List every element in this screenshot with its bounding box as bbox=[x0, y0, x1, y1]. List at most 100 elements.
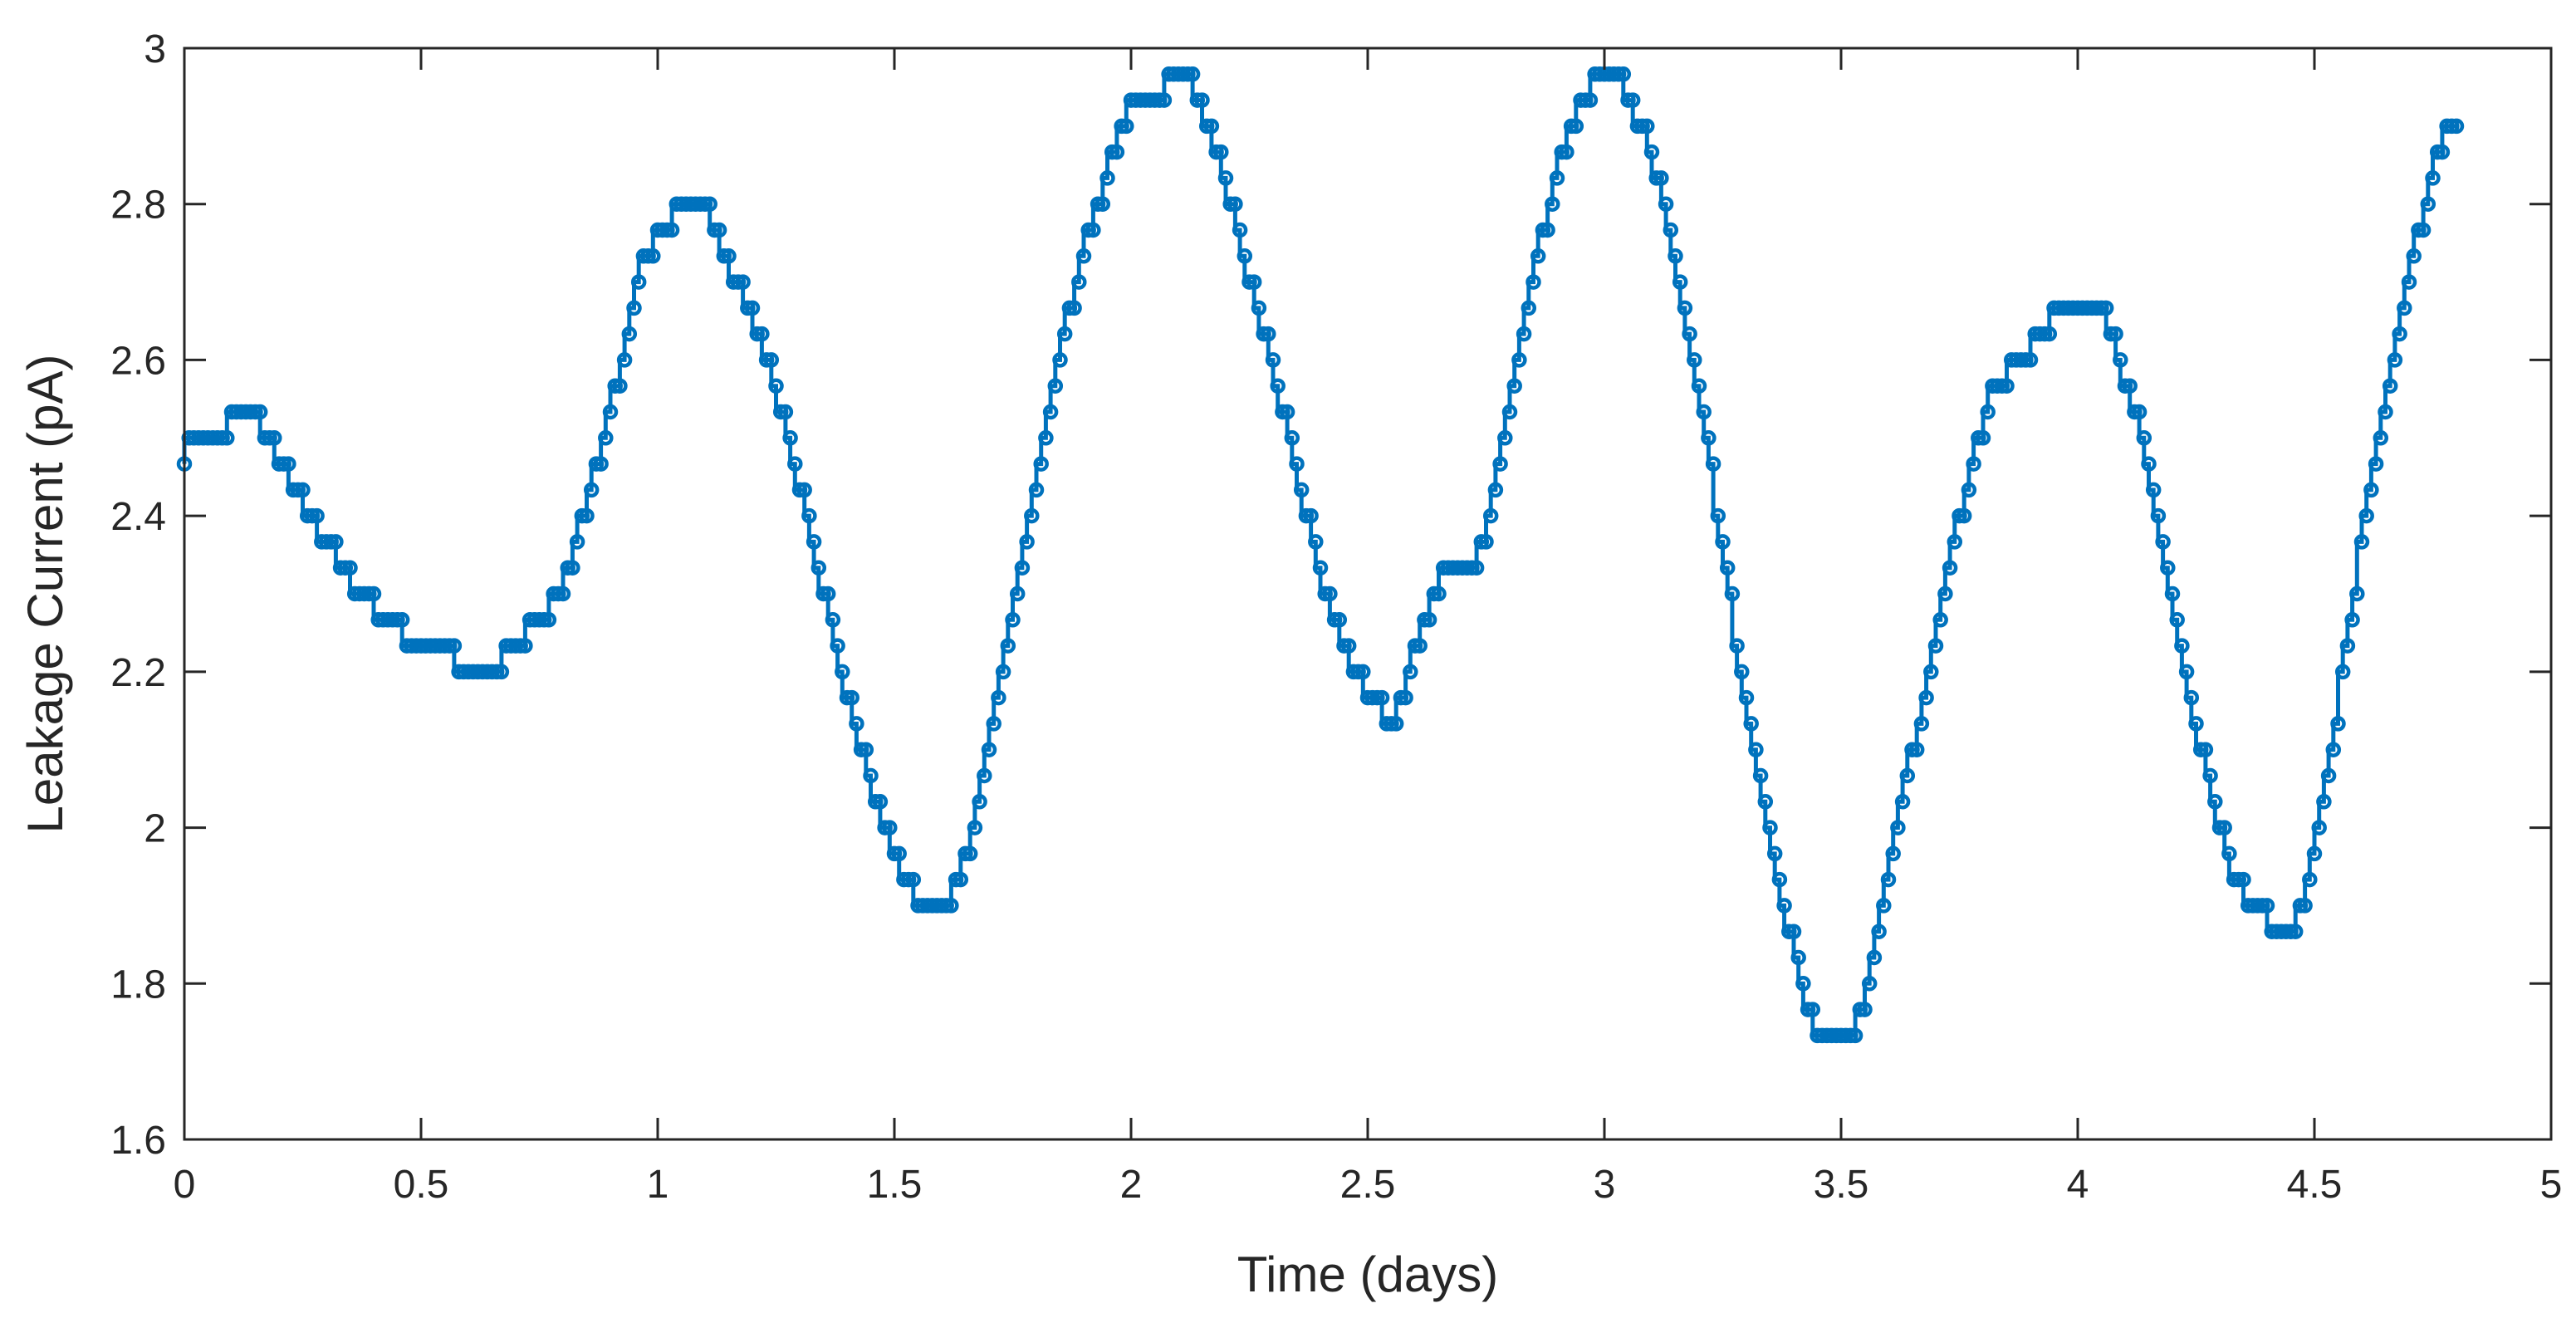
data-point-marker bbox=[1668, 248, 1683, 264]
data-point-marker bbox=[1691, 378, 1707, 394]
data-point-marker bbox=[1227, 196, 1243, 212]
data-point-marker bbox=[1885, 845, 1901, 862]
data-point-marker bbox=[782, 430, 798, 446]
data-point-marker bbox=[1757, 794, 1774, 810]
data-point-marker bbox=[1246, 274, 1262, 290]
data-point-marker bbox=[1526, 274, 1541, 290]
data-point-marker bbox=[1999, 378, 2015, 394]
data-point-marker bbox=[1289, 456, 1305, 472]
data-point-marker bbox=[621, 326, 638, 342]
data-point-marker bbox=[844, 689, 859, 706]
data-point-marker bbox=[972, 794, 987, 810]
data-point-marker bbox=[1000, 638, 1016, 654]
x-tick-label: 4 bbox=[2067, 1163, 2089, 1207]
data-point-marker bbox=[664, 222, 680, 238]
data-point-marker bbox=[1421, 612, 1437, 628]
data-point-marker bbox=[219, 430, 235, 446]
data-point-marker bbox=[1028, 482, 1045, 498]
data-point-marker bbox=[1085, 222, 1101, 238]
data-point-marker bbox=[1497, 430, 1513, 446]
data-point-marker bbox=[1478, 534, 1494, 550]
data-point-marker bbox=[1184, 66, 1201, 82]
y-tick-label: 2 bbox=[144, 807, 166, 851]
data-point-marker bbox=[1492, 456, 1508, 472]
data-point-marker bbox=[2178, 664, 2195, 680]
data-point-marker bbox=[342, 560, 358, 576]
data-point-marker bbox=[1871, 924, 1887, 939]
x-tick-label: 1 bbox=[647, 1163, 669, 1207]
data-point-marker bbox=[1119, 118, 1134, 135]
data-point-marker bbox=[1501, 404, 1518, 420]
data-point-marker bbox=[977, 767, 992, 784]
data-point-marker bbox=[2041, 326, 2058, 342]
data-point-marker bbox=[1890, 820, 1906, 835]
data-point-marker bbox=[1019, 534, 1035, 550]
data-point-marker bbox=[1795, 976, 1811, 992]
data-point-marker bbox=[1099, 170, 1115, 186]
data-point-marker bbox=[1374, 689, 1390, 706]
plot-background bbox=[184, 48, 2551, 1139]
data-point-marker bbox=[1805, 1002, 1821, 1017]
data-point-marker bbox=[2392, 326, 2407, 342]
data-point-marker bbox=[863, 767, 879, 784]
data-point-marker bbox=[1734, 664, 1750, 680]
data-point-marker bbox=[365, 586, 382, 602]
x-tick-label: 3 bbox=[1594, 1163, 1616, 1207]
data-point-marker bbox=[1582, 92, 1599, 108]
data-point-marker bbox=[541, 612, 557, 628]
x-tick-label: 2 bbox=[1120, 1163, 1143, 1207]
data-point-marker bbox=[1663, 222, 1679, 238]
y-axis: 1.6 1.8 2 2.2 2.4 2.6 2.8 3 bbox=[110, 27, 2551, 1163]
data-point-marker bbox=[583, 482, 600, 498]
data-point-marker bbox=[2320, 767, 2337, 784]
data-point-marker bbox=[986, 716, 1002, 732]
data-point-marker bbox=[1696, 404, 1712, 420]
data-point-marker bbox=[2349, 586, 2365, 602]
data-point-marker bbox=[1559, 144, 1574, 160]
data-point-marker bbox=[394, 612, 410, 628]
data-point-marker bbox=[569, 534, 585, 550]
data-point-marker bbox=[806, 534, 822, 550]
data-point-marker bbox=[252, 404, 268, 420]
data-point-marker bbox=[1322, 586, 1338, 602]
data-point-marker bbox=[446, 638, 463, 654]
x-tick-label: 5 bbox=[2540, 1163, 2563, 1207]
x-tick-label: 3.5 bbox=[1814, 1163, 1869, 1207]
data-point-marker bbox=[711, 222, 727, 238]
data-point-marker bbox=[1056, 326, 1073, 342]
data-point-marker bbox=[1213, 144, 1229, 160]
data-point-marker bbox=[735, 274, 751, 290]
data-point-marker bbox=[1937, 586, 1953, 602]
data-point-marker bbox=[1540, 222, 1555, 238]
data-point-marker bbox=[2150, 507, 2167, 524]
data-point-marker bbox=[2202, 767, 2218, 784]
data-point-marker bbox=[1052, 352, 1068, 368]
data-point-marker bbox=[1156, 92, 1173, 108]
data-point-marker bbox=[849, 716, 864, 732]
data-point-marker bbox=[612, 378, 628, 394]
data-point-marker bbox=[2406, 248, 2422, 264]
data-point-marker bbox=[1038, 430, 1054, 446]
data-point-marker bbox=[630, 274, 647, 290]
data-point-marker bbox=[2287, 924, 2304, 939]
data-point-marker bbox=[1293, 482, 1310, 498]
data-point-marker bbox=[811, 560, 827, 576]
data-point-marker bbox=[1927, 638, 1944, 654]
data-point-marker bbox=[2448, 118, 2465, 135]
data-point-marker bbox=[2297, 898, 2313, 914]
data-point-marker bbox=[1729, 638, 1745, 654]
x-tick-label: 0 bbox=[174, 1163, 196, 1207]
data-point-marker bbox=[1482, 507, 1499, 524]
data-point-marker bbox=[1752, 767, 1769, 784]
data-point-marker bbox=[1743, 716, 1759, 732]
data-point-marker bbox=[1237, 248, 1253, 264]
data-point-marker bbox=[1899, 767, 1916, 784]
data-point-marker bbox=[2236, 871, 2251, 888]
data-point-marker bbox=[2311, 820, 2327, 835]
data-point-marker bbox=[1203, 118, 1220, 135]
data-point-marker bbox=[2108, 326, 2123, 342]
data-point-marker bbox=[1549, 170, 1565, 186]
data-point-marker bbox=[2207, 794, 2223, 810]
data-point-marker bbox=[858, 742, 874, 757]
data-point-marker bbox=[626, 300, 642, 316]
